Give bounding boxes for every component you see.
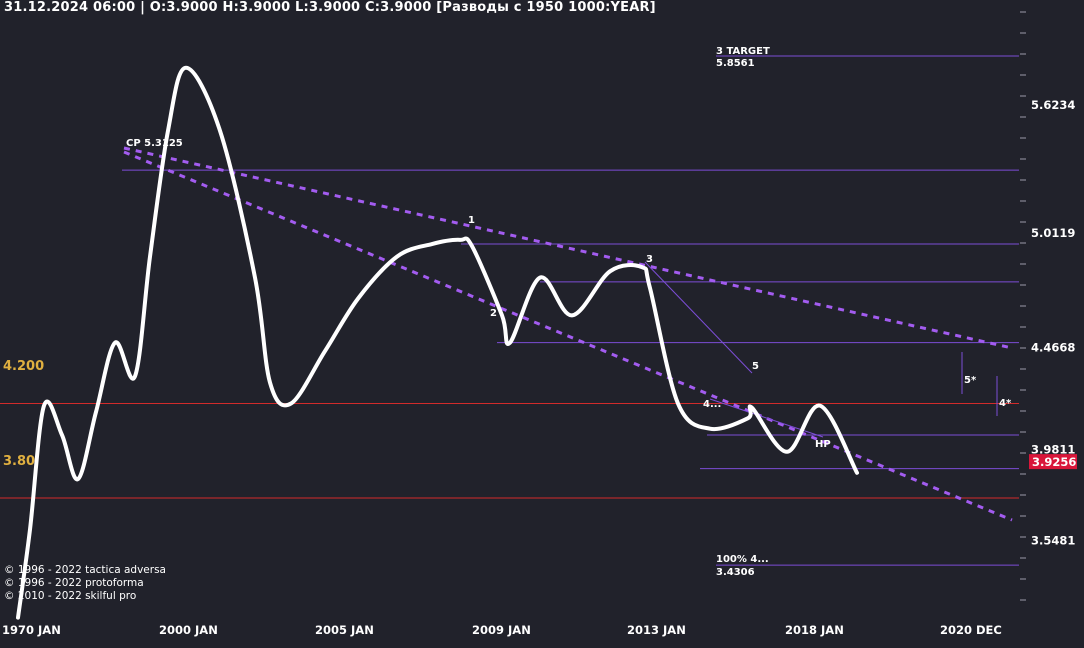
x-tick-label: 2020 DEC xyxy=(940,623,1002,637)
ohlc-header: 31.12.2024 06:00 | O:3.9000 H:3.9000 L:3… xyxy=(4,0,656,15)
last-price-badge xyxy=(1029,454,1077,470)
lower-trend-line xyxy=(123,150,1013,522)
y-tick-label: 5.0119 xyxy=(1031,226,1075,240)
red-level-label: 4.200 xyxy=(3,359,44,374)
y-tick-label: 5.6234 xyxy=(1031,98,1075,112)
wave-label: 1 xyxy=(468,215,475,226)
x-tick-label: 2009 JAN xyxy=(472,623,531,637)
upper-trend-line xyxy=(123,146,1013,350)
level-label: 100% 4... xyxy=(716,554,769,565)
level-label: 5.8561 xyxy=(716,58,755,69)
x-tick-label: 2000 JAN xyxy=(159,623,218,637)
x-tick-label: 1970 JAN xyxy=(2,623,61,637)
wave-label: 3 xyxy=(646,254,653,265)
level-label: 3 TARGET xyxy=(716,46,770,57)
connector-line xyxy=(644,261,753,374)
y-tick-label: 3.5481 xyxy=(1031,533,1075,547)
y-tick-label: 4.4668 xyxy=(1031,341,1075,355)
wave-label: 4... xyxy=(703,399,721,410)
connector-line xyxy=(709,398,824,438)
credit-line: © 1996 - 2022 protoforma xyxy=(4,577,144,589)
credits: © 1996 - 2022 tactica adversa © 1996 - 2… xyxy=(4,564,166,603)
credit-line: © 1996 - 2022 tactica adversa xyxy=(4,564,166,576)
wave-label: 4* xyxy=(999,398,1012,409)
wave-label: 2 xyxy=(490,308,497,319)
wave-label: 5 xyxy=(752,361,759,372)
wave-label: 5* xyxy=(964,375,977,386)
x-tick-label: 2018 JAN xyxy=(785,623,844,637)
x-tick-label: 2005 JAN xyxy=(315,623,374,637)
y-tick-label: 3.9811 xyxy=(1031,442,1075,456)
level-label: CP 5.3125 xyxy=(126,138,183,149)
price-line xyxy=(16,65,859,620)
last-price-label: 3.9256 xyxy=(1032,455,1076,469)
wave-label: HP xyxy=(815,439,831,450)
red-level-label: 3.80 xyxy=(3,454,35,469)
level-label: 3.4306 xyxy=(716,567,755,578)
x-tick-label: 2013 JAN xyxy=(627,623,686,637)
credit-line: © 2010 - 2022 skilful pro xyxy=(4,590,137,602)
